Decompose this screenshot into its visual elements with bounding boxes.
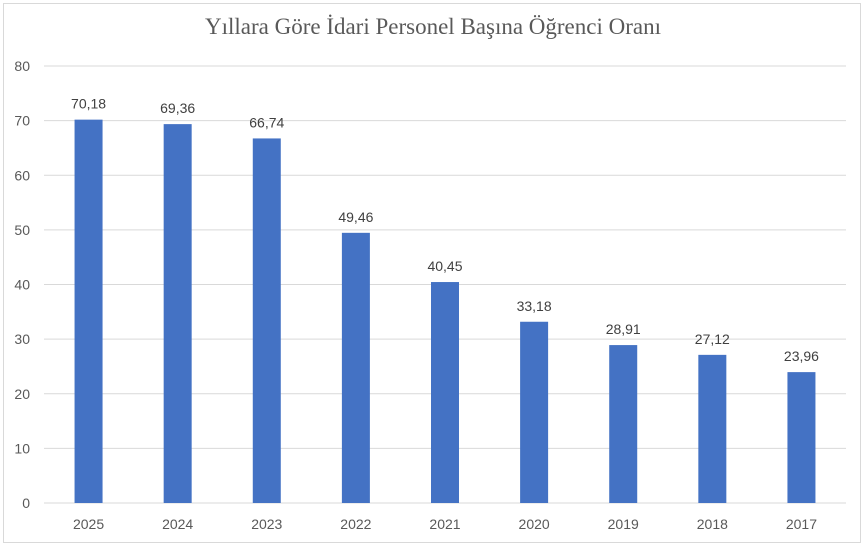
chart-title: Yıllara Göre İdari Personel Başına Öğren…: [204, 14, 661, 39]
x-tick-label: 2023: [251, 516, 282, 532]
y-tick-label: 30: [14, 331, 30, 347]
bar: [341, 232, 370, 503]
x-tick-label: 2021: [429, 516, 460, 532]
y-tick-label: 20: [14, 386, 30, 402]
bar: [698, 354, 727, 503]
x-tick-label: 2017: [786, 516, 817, 532]
bar: [163, 124, 192, 503]
data-label: 27,12: [695, 331, 730, 347]
bar: [74, 119, 103, 503]
data-label: 23,96: [784, 348, 819, 364]
y-tick-label: 60: [14, 167, 30, 183]
bar: [787, 372, 816, 503]
x-tick-label: 2025: [73, 516, 104, 532]
y-tick-label: 80: [14, 58, 30, 74]
data-label: 33,18: [517, 298, 552, 314]
bar: [520, 321, 549, 503]
data-label: 66,74: [249, 114, 284, 130]
data-label: 49,46: [338, 209, 373, 225]
bar: [609, 345, 638, 503]
y-tick-label: 10: [14, 440, 30, 456]
x-tick-label: 2018: [697, 516, 728, 532]
y-tick-label: 0: [22, 495, 30, 511]
y-tick-label: 70: [14, 113, 30, 129]
x-tick-label: 2024: [162, 516, 193, 532]
data-label: 69,36: [160, 100, 195, 116]
bar: [431, 282, 459, 503]
x-tick-label: 2020: [519, 516, 550, 532]
data-label: 70,18: [71, 96, 106, 112]
data-label: 40,45: [427, 258, 462, 274]
x-tick-label: 2019: [608, 516, 639, 532]
bar: [252, 138, 281, 504]
y-tick-label: 40: [14, 277, 30, 293]
x-tick-label: 2022: [340, 516, 371, 532]
y-tick-label: 50: [14, 222, 30, 238]
data-label: 28,91: [606, 321, 641, 337]
